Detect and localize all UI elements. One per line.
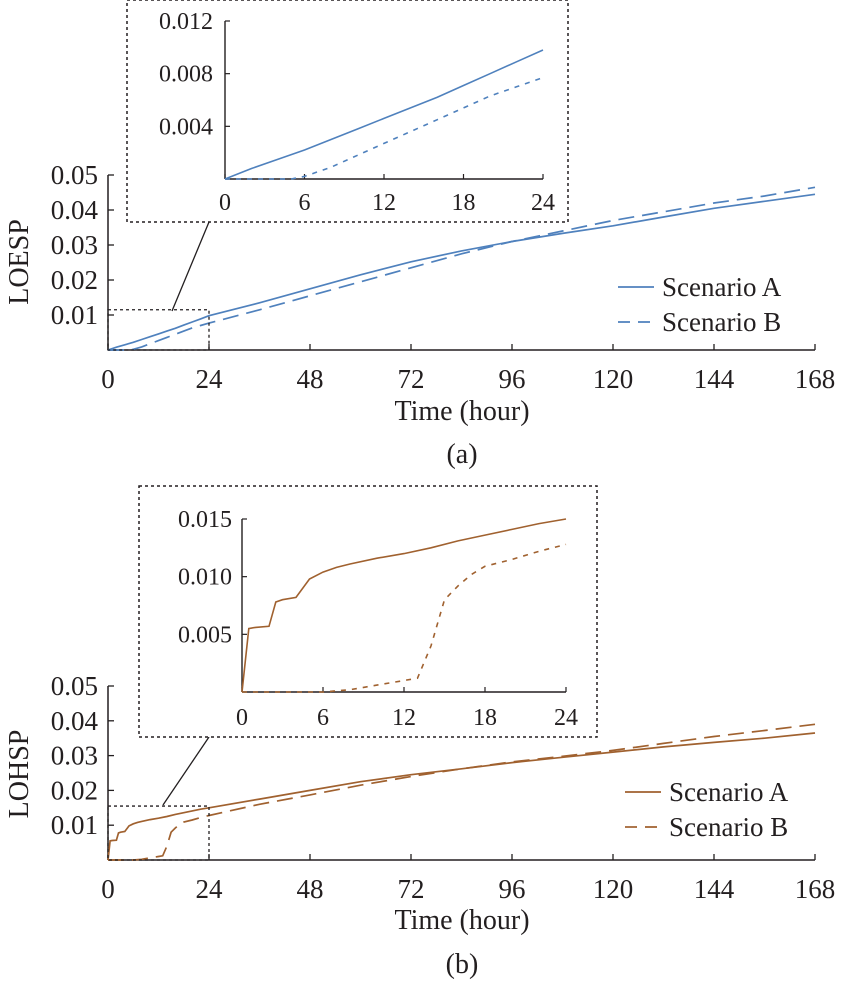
legend-label-scenario-b: Scenario B: [669, 812, 788, 842]
series-line-scenario-a: [107, 732, 816, 861]
inset-series-line-scenario-a: [224, 49, 544, 180]
legend: Scenario A Scenario B: [618, 272, 782, 337]
legend-label-scenario-b: Scenario B: [662, 307, 781, 337]
y-tick-label: 0.03: [51, 741, 98, 771]
inset-x-tick-label: 18: [473, 705, 497, 731]
zoom-region-box: [107, 309, 210, 351]
x-tick-label: 120: [593, 364, 634, 394]
y-tick-label: 0.03: [51, 230, 98, 260]
x-tick-label: 96: [499, 364, 526, 394]
x-tick-label: 72: [398, 874, 425, 904]
inset-x-tick-label: 0: [219, 190, 231, 216]
chart-b: 0 24 48 72 96 120 144 1680.010.020.030.040.05Ti…: [4, 485, 836, 980]
y-tick-label: 0.05: [51, 160, 98, 190]
y-tick-label: 0.02: [51, 265, 98, 295]
chart-a: 0 24 48 72 96 120 144 1680.010.020.030.040.05Ti…: [4, 0, 835, 470]
inset-series-line-scenario-a: [241, 518, 567, 693]
y-tick-label: 0.05: [51, 671, 98, 701]
zoom-connector-line: [171, 221, 210, 312]
inset-y-tick-label: 0.012: [159, 9, 213, 35]
inset-series-line-scenario-b: [242, 543, 567, 693]
x-tick-label: 144: [694, 874, 735, 904]
x-tick-label: 48: [297, 364, 324, 394]
legend: Scenario A Scenario B: [625, 777, 789, 842]
inset-x-tick-label: 24: [554, 705, 578, 731]
y-axis-label: LOESP: [4, 219, 35, 305]
x-tick-label: 72: [398, 364, 425, 394]
zoom-region-box: [107, 805, 210, 861]
inset-x-tick-label: 0: [236, 705, 248, 731]
inset-x-tick-label: 24: [531, 190, 555, 216]
y-tick-label: 0.04: [51, 706, 99, 736]
y-axis-label: LOHSP: [4, 730, 35, 819]
inset-x-tick-label: 6: [317, 705, 329, 731]
inset-x-tick-label: 12: [392, 705, 416, 731]
y-tick-label: 0.01: [51, 810, 98, 840]
y-tick-label: 0.01: [51, 300, 98, 330]
x-axis-label: Time (hour): [394, 396, 529, 427]
x-tick-label: 0: [101, 364, 115, 394]
series-line-scenario-b: [108, 723, 816, 861]
x-axis-label: Time (hour): [394, 905, 529, 936]
inset-y-tick-label: 0.005: [178, 622, 232, 648]
x-tick-label: 0: [101, 874, 115, 904]
figure-caption: (a): [446, 439, 477, 470]
inset-y-tick-label: 0.008: [159, 62, 213, 88]
x-tick-label: 168: [795, 364, 836, 394]
inset-y-tick-label: 0.010: [178, 565, 232, 591]
inset-y-tick-label: 0.015: [178, 507, 232, 533]
zoom-connector-line: [162, 736, 210, 806]
x-tick-label: 24: [196, 364, 224, 394]
series-line-scenario-a: [107, 193, 816, 351]
figure-caption: (b): [446, 949, 479, 980]
y-tick-label: 0.04: [51, 195, 99, 225]
x-tick-label: 168: [795, 874, 836, 904]
x-tick-label: 48: [297, 874, 324, 904]
inset-x-tick-label: 18: [452, 190, 476, 216]
x-tick-label: 144: [694, 364, 735, 394]
inset-frame: [126, 0, 569, 223]
inset-y-tick-label: 0.004: [159, 114, 213, 140]
legend-label-scenario-a: Scenario A: [662, 272, 782, 302]
inset-series-line-scenario-b: [225, 76, 544, 180]
legend-label-scenario-a: Scenario A: [669, 777, 789, 807]
x-tick-label: 24: [196, 874, 224, 904]
inset-x-tick-label: 6: [299, 190, 311, 216]
x-tick-label: 120: [593, 874, 634, 904]
y-tick-label: 0.02: [51, 775, 98, 805]
inset-x-tick-label: 12: [372, 190, 396, 216]
x-tick-label: 96: [499, 874, 526, 904]
